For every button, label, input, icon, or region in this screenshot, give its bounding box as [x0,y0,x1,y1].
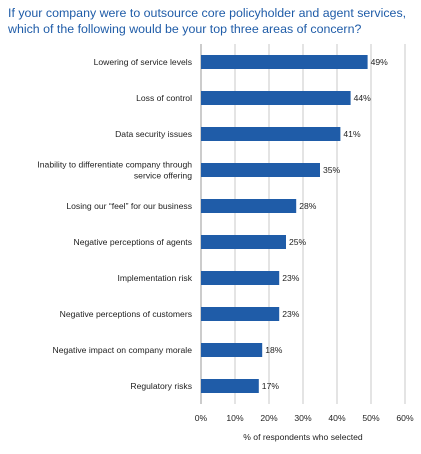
x-tick-label: 40% [328,413,346,423]
bar [201,91,351,105]
value-label: 17% [262,381,280,391]
chart-title: If your company were to outsource core p… [8,5,416,37]
bar [201,199,297,213]
x-tick-label: 20% [260,413,278,423]
category-label: Loss of control [136,93,192,103]
bar [201,379,259,393]
category-label: Negative perceptions of agents [74,237,192,247]
bar [201,343,263,357]
bar [201,55,368,69]
chart-title-line: If your company were to outsource core p… [8,6,407,20]
category-label: service offering [134,171,192,181]
bar [201,307,280,321]
value-label: 23% [282,273,300,283]
value-label: 25% [289,237,307,247]
value-labels: 49% 44% 41% 35% 28% 25% 23% 23% 18% 17% [262,57,388,391]
category-label: Implementation risk [117,273,192,283]
bar [201,235,286,249]
x-tick-label: 50% [362,413,380,423]
category-label: Regulatory risks [130,381,192,391]
value-label: 49% [371,57,389,67]
x-tick-label: 0% [195,413,208,423]
value-label: 28% [299,201,317,211]
x-axis-ticks: 0% 10% 20% 30% 40% 50% 60% [195,413,414,423]
x-tick-label: 30% [294,413,312,423]
bar [201,271,280,285]
x-axis-label: % of respondents who selected [243,432,363,442]
category-labels: Lowering of service levels Loss of contro… [37,57,192,391]
value-label: 23% [282,309,300,319]
value-label: 35% [323,165,341,175]
bar-series [201,55,368,393]
category-label: Data security issues [115,129,192,139]
category-label: Inability to differentiate company throu… [37,160,192,170]
category-label: Lowering of service levels [94,57,192,67]
value-label: 44% [354,93,372,103]
bar [201,127,341,141]
chart-title-line: which of the following would be your top… [8,22,362,36]
category-label: Negative perceptions of customers [60,309,192,319]
x-tick-label: 60% [396,413,414,423]
category-label: Losing our “feel” for our business [66,201,192,211]
category-label: Negative impact on company morale [53,345,193,355]
value-label: 18% [265,345,283,355]
x-tick-label: 10% [226,413,244,423]
bar [201,163,320,177]
value-label: 41% [343,129,361,139]
